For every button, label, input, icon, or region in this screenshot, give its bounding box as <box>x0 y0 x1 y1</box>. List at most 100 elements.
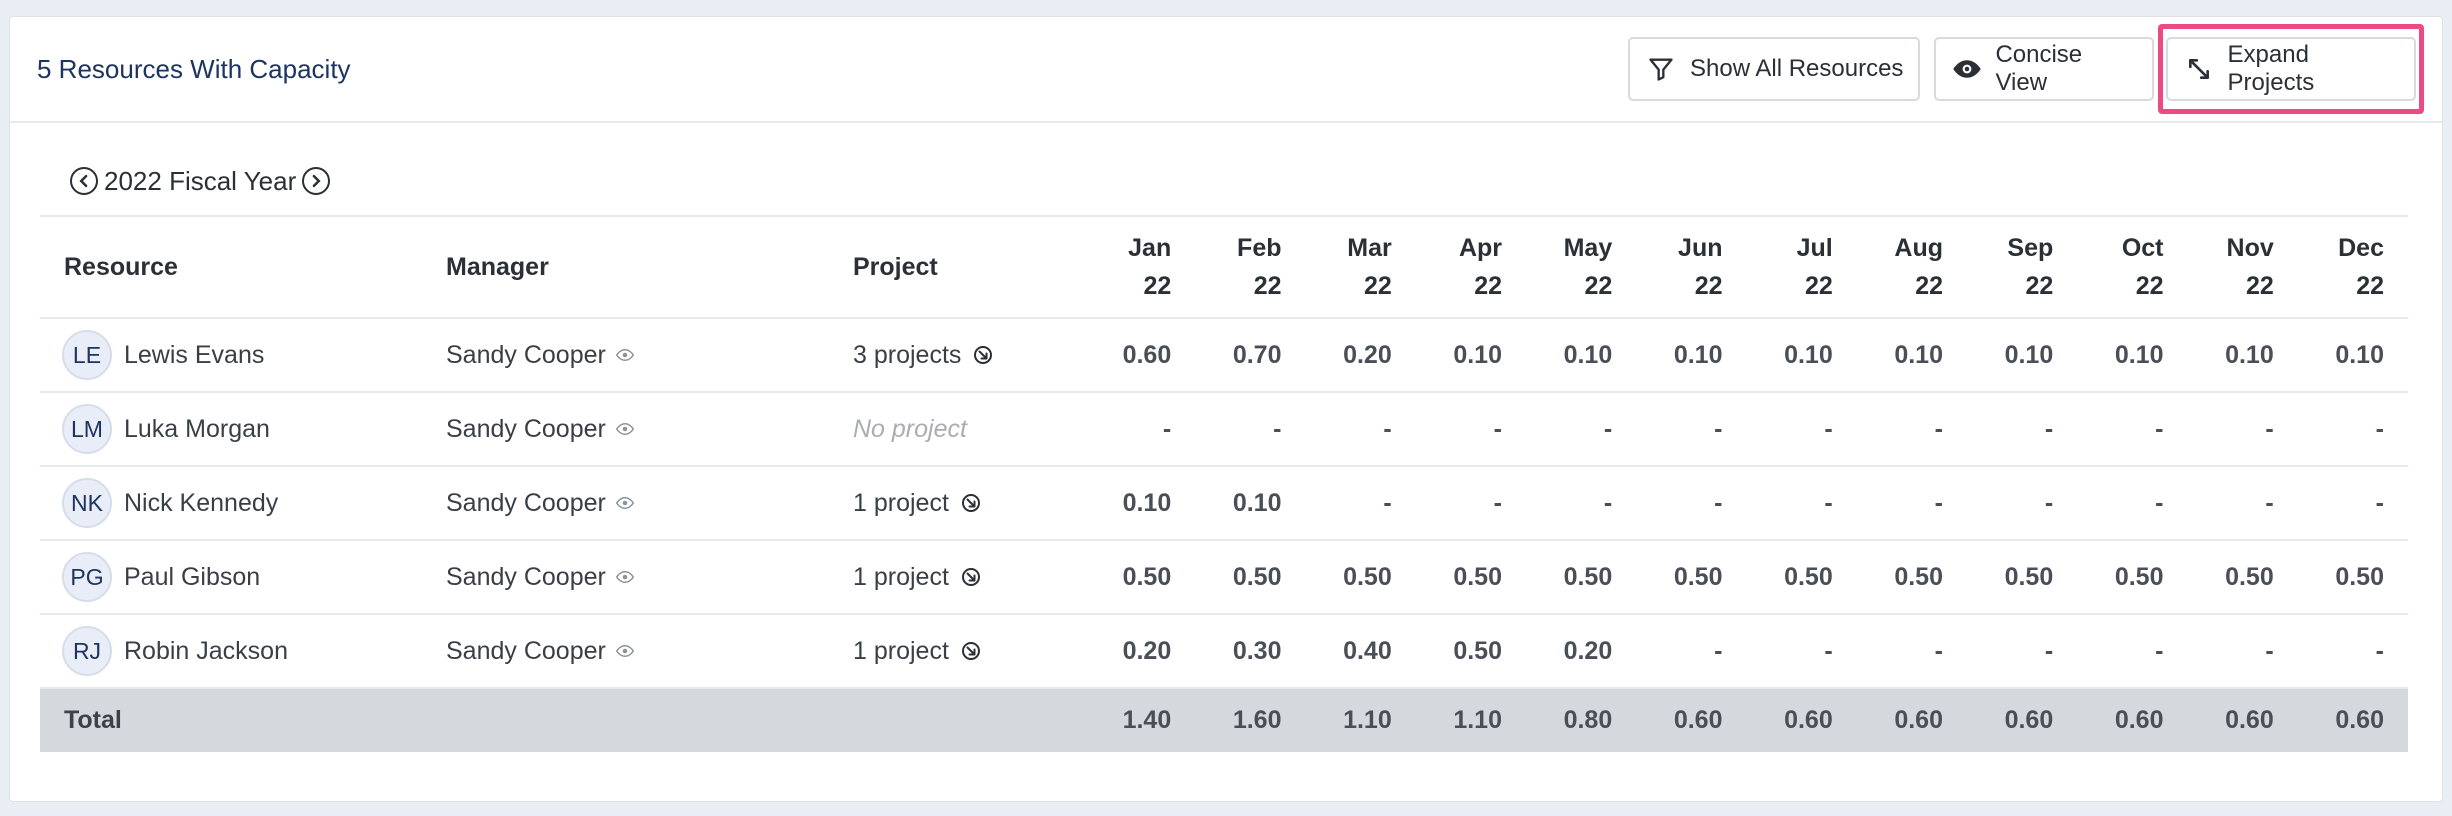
year-label: 22 <box>1143 272 1172 300</box>
manager-info: Sandy Cooper <box>446 637 853 666</box>
capacity-value: - <box>1603 488 1613 517</box>
year-label: 22 <box>1474 272 1502 300</box>
month-label: Oct <box>2121 234 2164 262</box>
total-value: 1.10 <box>1453 706 1502 734</box>
no-project-label: No project <box>853 414 967 443</box>
capacity-value: - <box>2155 636 2164 665</box>
eye-icon[interactable] <box>615 568 634 586</box>
capacity-value: 0.10 <box>1563 340 1613 369</box>
total-value: 0.60 <box>1894 706 1943 734</box>
project-link[interactable]: 3 projects <box>853 341 1085 370</box>
capacity-value: 0.50 <box>1563 562 1613 591</box>
column-header-project[interactable]: Project <box>853 252 938 281</box>
resource-name[interactable]: Paul Gibson <box>124 562 261 591</box>
manager-name: Sandy Cooper <box>446 636 606 665</box>
total-value: 0.60 <box>2335 706 2384 734</box>
eye-icon[interactable] <box>615 420 634 438</box>
expand-arrows-icon <box>2182 52 2216 86</box>
table-row[interactable]: PG Paul Gibson Sandy Cooper 1 project 0.50 0.… <box>40 540 2408 614</box>
column-header-manager[interactable]: Manager <box>446 252 549 281</box>
avatar: NK <box>62 478 112 528</box>
capacity-value: 0.20 <box>1343 340 1392 369</box>
manager-cell: Sandy Cooper <box>446 614 853 688</box>
eye-icon[interactable] <box>615 346 634 364</box>
column-header-month: Dec 22 <box>2298 216 2408 318</box>
year-label: 22 <box>2135 272 2164 300</box>
capacity-value: 0.30 <box>1232 636 1282 665</box>
table-row[interactable]: NK Nick Kennedy Sandy Cooper 1 project 0.10 0… <box>40 466 2408 540</box>
month-label: May <box>1563 234 1613 262</box>
project-count: 1 project <box>853 562 949 591</box>
manager-cell: Sandy Cooper <box>446 540 853 614</box>
manager-cell: Sandy Cooper <box>446 466 853 540</box>
capacity-value: - <box>1273 414 1282 443</box>
manager-name: Sandy Cooper <box>446 562 606 591</box>
table-row[interactable]: LM Luka Morgan Sandy Cooper No project - - - - -… <box>40 392 2408 466</box>
total-value: 0.60 <box>2225 706 2274 734</box>
total-value: 0.80 <box>1563 706 1613 734</box>
capacity-value: 0.10 <box>2225 340 2274 369</box>
capacity-value: - <box>1934 488 1943 517</box>
capacity-value: - <box>1824 414 1833 443</box>
capacity-card: 5 Resources With Capacity Show All Resou… <box>9 16 2443 802</box>
total-row: Total 1.40 1.60 1.10 1.10 0.80 0.60 0.60 0.60 0.… <box>40 688 2408 752</box>
resource-name[interactable]: Luka Morgan <box>124 414 270 443</box>
eye-icon[interactable] <box>615 642 634 660</box>
column-header-month: Feb 22 <box>1195 216 1305 318</box>
show-all-resources-button[interactable]: Show All Resources <box>1628 37 1920 101</box>
concise-view-button[interactable]: Concise View <box>1934 37 2154 101</box>
chevron-right-circle-icon[interactable] <box>302 167 331 195</box>
month-label: Dec <box>2338 234 2384 262</box>
manager-info: Sandy Cooper <box>446 415 853 444</box>
manager-info: Sandy Cooper <box>446 563 853 592</box>
capacity-value: - <box>1162 414 1172 443</box>
capacity-value: - <box>2155 414 2164 443</box>
month-label: Mar <box>1347 234 1392 262</box>
resource-info: NK Nick Kennedy <box>62 478 446 528</box>
project-link[interactable]: 1 project <box>853 563 1085 592</box>
capacity-value: 0.70 <box>1232 340 1282 369</box>
capacity-value: - <box>2265 414 2274 443</box>
capacity-value: 0.50 <box>1453 636 1502 665</box>
capacity-value: - <box>2044 488 2054 517</box>
project-cell: 1 project <box>853 540 1085 614</box>
total-value: 1.10 <box>1343 706 1392 734</box>
project-count: 1 project <box>853 488 949 517</box>
capacity-value: 0.10 <box>1784 340 1833 369</box>
arrow-down-right-circle-icon <box>961 641 981 661</box>
chevron-left-circle-icon[interactable] <box>70 167 98 195</box>
capacity-value: - <box>2044 636 2054 665</box>
table-row[interactable]: RJ Robin Jackson Sandy Cooper 1 project 0.20… <box>40 614 2408 688</box>
avatar: LE <box>62 330 112 380</box>
resource-info: LE Lewis Evans <box>62 330 446 380</box>
capacity-value: - <box>2265 488 2274 517</box>
resource-name[interactable]: Robin Jackson <box>124 636 288 665</box>
project-link[interactable]: 1 project <box>853 489 1085 518</box>
resource-name[interactable]: Nick Kennedy <box>124 488 279 517</box>
resource-info: PG Paul Gibson <box>62 552 446 602</box>
capacity-value: - <box>1714 414 1723 443</box>
month-label: Aug <box>1894 234 1943 262</box>
column-header-month: Mar 22 <box>1306 216 1416 318</box>
show-all-resources-label: Show All Resources <box>1690 55 1904 82</box>
capacity-value: - <box>1493 488 1502 517</box>
project-cell: 1 project <box>853 466 1085 540</box>
eye-icon <box>1950 52 1983 86</box>
header-actions: Show All Resources Concise View Expand P… <box>1614 24 2424 114</box>
capacity-value: 0.10 <box>1453 340 1502 369</box>
capacity-value: 0.10 <box>1894 340 1943 369</box>
column-header-resource[interactable]: Resource <box>64 252 178 281</box>
expand-projects-button[interactable]: Expand Projects <box>2166 37 2416 101</box>
project-link[interactable]: 1 project <box>853 637 1085 666</box>
card-body: 2022 Fiscal Year Resource Manager Projec… <box>10 123 2442 752</box>
year-label: 22 <box>2025 272 2054 300</box>
capacity-value: 0.10 <box>1673 340 1723 369</box>
project-cell: 3 projects <box>853 318 1085 392</box>
year-label: 22 <box>1694 272 1723 300</box>
month-label: Apr <box>1458 234 1502 262</box>
year-label: 22 <box>2245 272 2274 300</box>
page-title: 5 Resources With Capacity <box>37 53 351 84</box>
resource-name[interactable]: Lewis Evans <box>124 340 265 369</box>
eye-icon[interactable] <box>615 494 634 512</box>
table-row[interactable]: LE Lewis Evans Sandy Cooper 3 projects 0.60 0… <box>40 318 2408 392</box>
